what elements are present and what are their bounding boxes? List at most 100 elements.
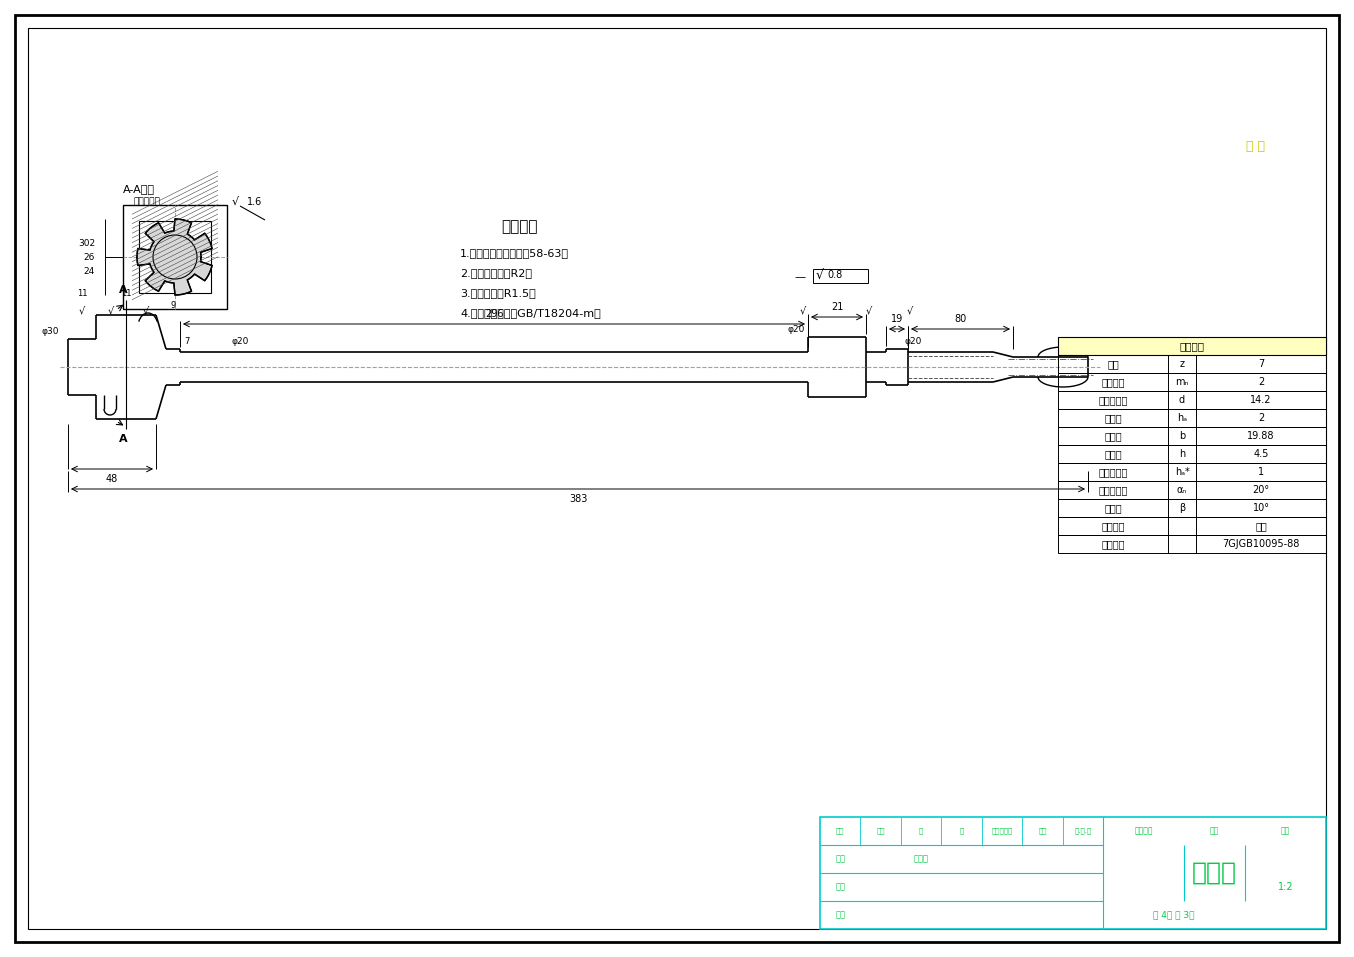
Text: 19.88: 19.88 — [1247, 431, 1274, 441]
Text: 齿轮参数: 齿轮参数 — [1179, 341, 1205, 351]
Text: 1.调质处理，表面硬度58-63；: 1.调质处理，表面硬度58-63； — [460, 248, 569, 258]
Text: 48: 48 — [106, 474, 118, 484]
Text: 4.5: 4.5 — [1254, 449, 1269, 459]
Circle shape — [153, 235, 196, 279]
Text: 标记: 标记 — [835, 828, 845, 835]
Text: 标准化: 标准化 — [914, 855, 929, 863]
Text: 11: 11 — [77, 288, 87, 298]
Text: 区: 区 — [960, 828, 964, 835]
Text: 14.2: 14.2 — [1250, 395, 1271, 405]
Text: —: — — [795, 272, 806, 282]
Text: hₐ*: hₐ* — [1175, 467, 1189, 477]
Text: 阶段标记: 阶段标记 — [1135, 827, 1154, 835]
Text: 分度圆直径: 分度圆直径 — [1098, 395, 1128, 405]
Text: φ20: φ20 — [787, 324, 804, 333]
Text: A-A剖面: A-A剖面 — [123, 184, 154, 194]
Text: A: A — [119, 285, 127, 295]
Text: 302: 302 — [79, 238, 95, 248]
Bar — [139, 221, 211, 293]
Text: 26: 26 — [84, 253, 95, 261]
Text: √: √ — [865, 305, 872, 315]
Text: √: √ — [907, 305, 913, 315]
Text: φ30: φ30 — [41, 326, 58, 336]
Polygon shape — [137, 219, 213, 295]
Bar — [1057, 481, 1326, 499]
Text: d: d — [1179, 395, 1185, 405]
Text: 齿轮轴: 齿轮轴 — [1192, 861, 1238, 885]
Text: 0.8: 0.8 — [827, 270, 842, 280]
Text: 螺旋角: 螺旋角 — [1105, 503, 1122, 513]
Text: 7GJGB10095-88: 7GJGB10095-88 — [1223, 539, 1300, 549]
Bar — [1057, 499, 1326, 517]
Text: 设计: 设计 — [835, 855, 845, 863]
Bar — [1057, 337, 1326, 355]
Text: 21: 21 — [831, 302, 844, 312]
Text: 技术要求: 技术要求 — [502, 219, 539, 234]
Text: 渐开展画法: 渐开展画法 — [133, 197, 160, 207]
Text: 2: 2 — [1258, 377, 1265, 387]
Text: 20°: 20° — [1252, 485, 1270, 495]
Text: 10°: 10° — [1252, 503, 1270, 513]
Bar — [812, 269, 868, 283]
Text: 重量: 重量 — [1210, 827, 1220, 835]
Text: 法向压力角: 法向压力角 — [1098, 485, 1128, 495]
Bar — [821, 817, 1326, 929]
Text: b: b — [1179, 431, 1185, 441]
Bar — [1057, 517, 1326, 535]
Text: 更改文件号: 更改文件号 — [991, 828, 1013, 835]
Text: 2.未注圆角半径R2；: 2.未注圆角半径R2； — [460, 268, 532, 278]
Text: 比 下: 比 下 — [1246, 141, 1265, 153]
Text: 齿顶高: 齿顶高 — [1105, 413, 1122, 423]
Text: 24: 24 — [84, 266, 95, 276]
Text: 80: 80 — [955, 314, 967, 324]
Bar — [1057, 427, 1326, 445]
Text: 比例: 比例 — [1281, 827, 1290, 835]
Text: 分: 分 — [919, 828, 923, 835]
Text: φ20: φ20 — [232, 338, 249, 346]
Text: 7: 7 — [1258, 359, 1265, 369]
Text: 齿顶高系数: 齿顶高系数 — [1098, 467, 1128, 477]
Text: 11: 11 — [121, 288, 131, 298]
Text: 签名: 签名 — [1039, 828, 1047, 835]
Text: β: β — [1179, 503, 1185, 513]
Text: 9: 9 — [171, 300, 176, 309]
Text: √: √ — [800, 305, 806, 315]
Text: 工艺: 工艺 — [835, 910, 845, 920]
Text: 1:2: 1:2 — [1278, 882, 1293, 892]
Text: √: √ — [144, 305, 149, 315]
Bar — [1057, 445, 1326, 463]
Text: h: h — [1179, 449, 1185, 459]
Bar — [1057, 535, 1326, 553]
Text: 审核: 审核 — [835, 882, 845, 892]
Text: √: √ — [816, 269, 825, 281]
Text: √: √ — [79, 305, 85, 315]
Text: mₙ: mₙ — [1175, 377, 1189, 387]
Text: 4.未注尺寸公差按GB/T18204-m。: 4.未注尺寸公差按GB/T18204-m。 — [460, 308, 601, 318]
Text: 齿全高: 齿全高 — [1105, 449, 1122, 459]
Bar — [1057, 391, 1326, 409]
Text: 1: 1 — [1258, 467, 1265, 477]
Text: 2: 2 — [1258, 413, 1265, 423]
Bar — [1057, 409, 1326, 427]
Text: φ20: φ20 — [904, 337, 922, 345]
Text: αₙ: αₙ — [1177, 485, 1187, 495]
Text: 296: 296 — [485, 309, 504, 319]
Text: 齿圆宽: 齿圆宽 — [1105, 431, 1122, 441]
Text: 3.未注倒角为R1.5；: 3.未注倒角为R1.5； — [460, 288, 536, 298]
Text: z: z — [1179, 359, 1185, 369]
Text: 左旋: 左旋 — [1255, 521, 1267, 531]
Text: √: √ — [232, 197, 238, 207]
Text: A: A — [119, 434, 127, 444]
Text: 螺旋方向: 螺旋方向 — [1101, 521, 1125, 531]
Text: 精度等级: 精度等级 — [1101, 539, 1125, 549]
Text: hₐ: hₐ — [1177, 413, 1187, 423]
Text: 齿数: 齿数 — [1108, 359, 1118, 369]
Text: 法向模数: 法向模数 — [1101, 377, 1125, 387]
Bar — [1057, 463, 1326, 481]
Text: 7: 7 — [184, 338, 190, 346]
Text: 1.6: 1.6 — [246, 197, 263, 207]
Text: 处数: 处数 — [876, 828, 886, 835]
Text: 年.月.日: 年.月.日 — [1075, 828, 1091, 835]
Bar — [1057, 355, 1326, 373]
Text: 383: 383 — [569, 494, 588, 504]
